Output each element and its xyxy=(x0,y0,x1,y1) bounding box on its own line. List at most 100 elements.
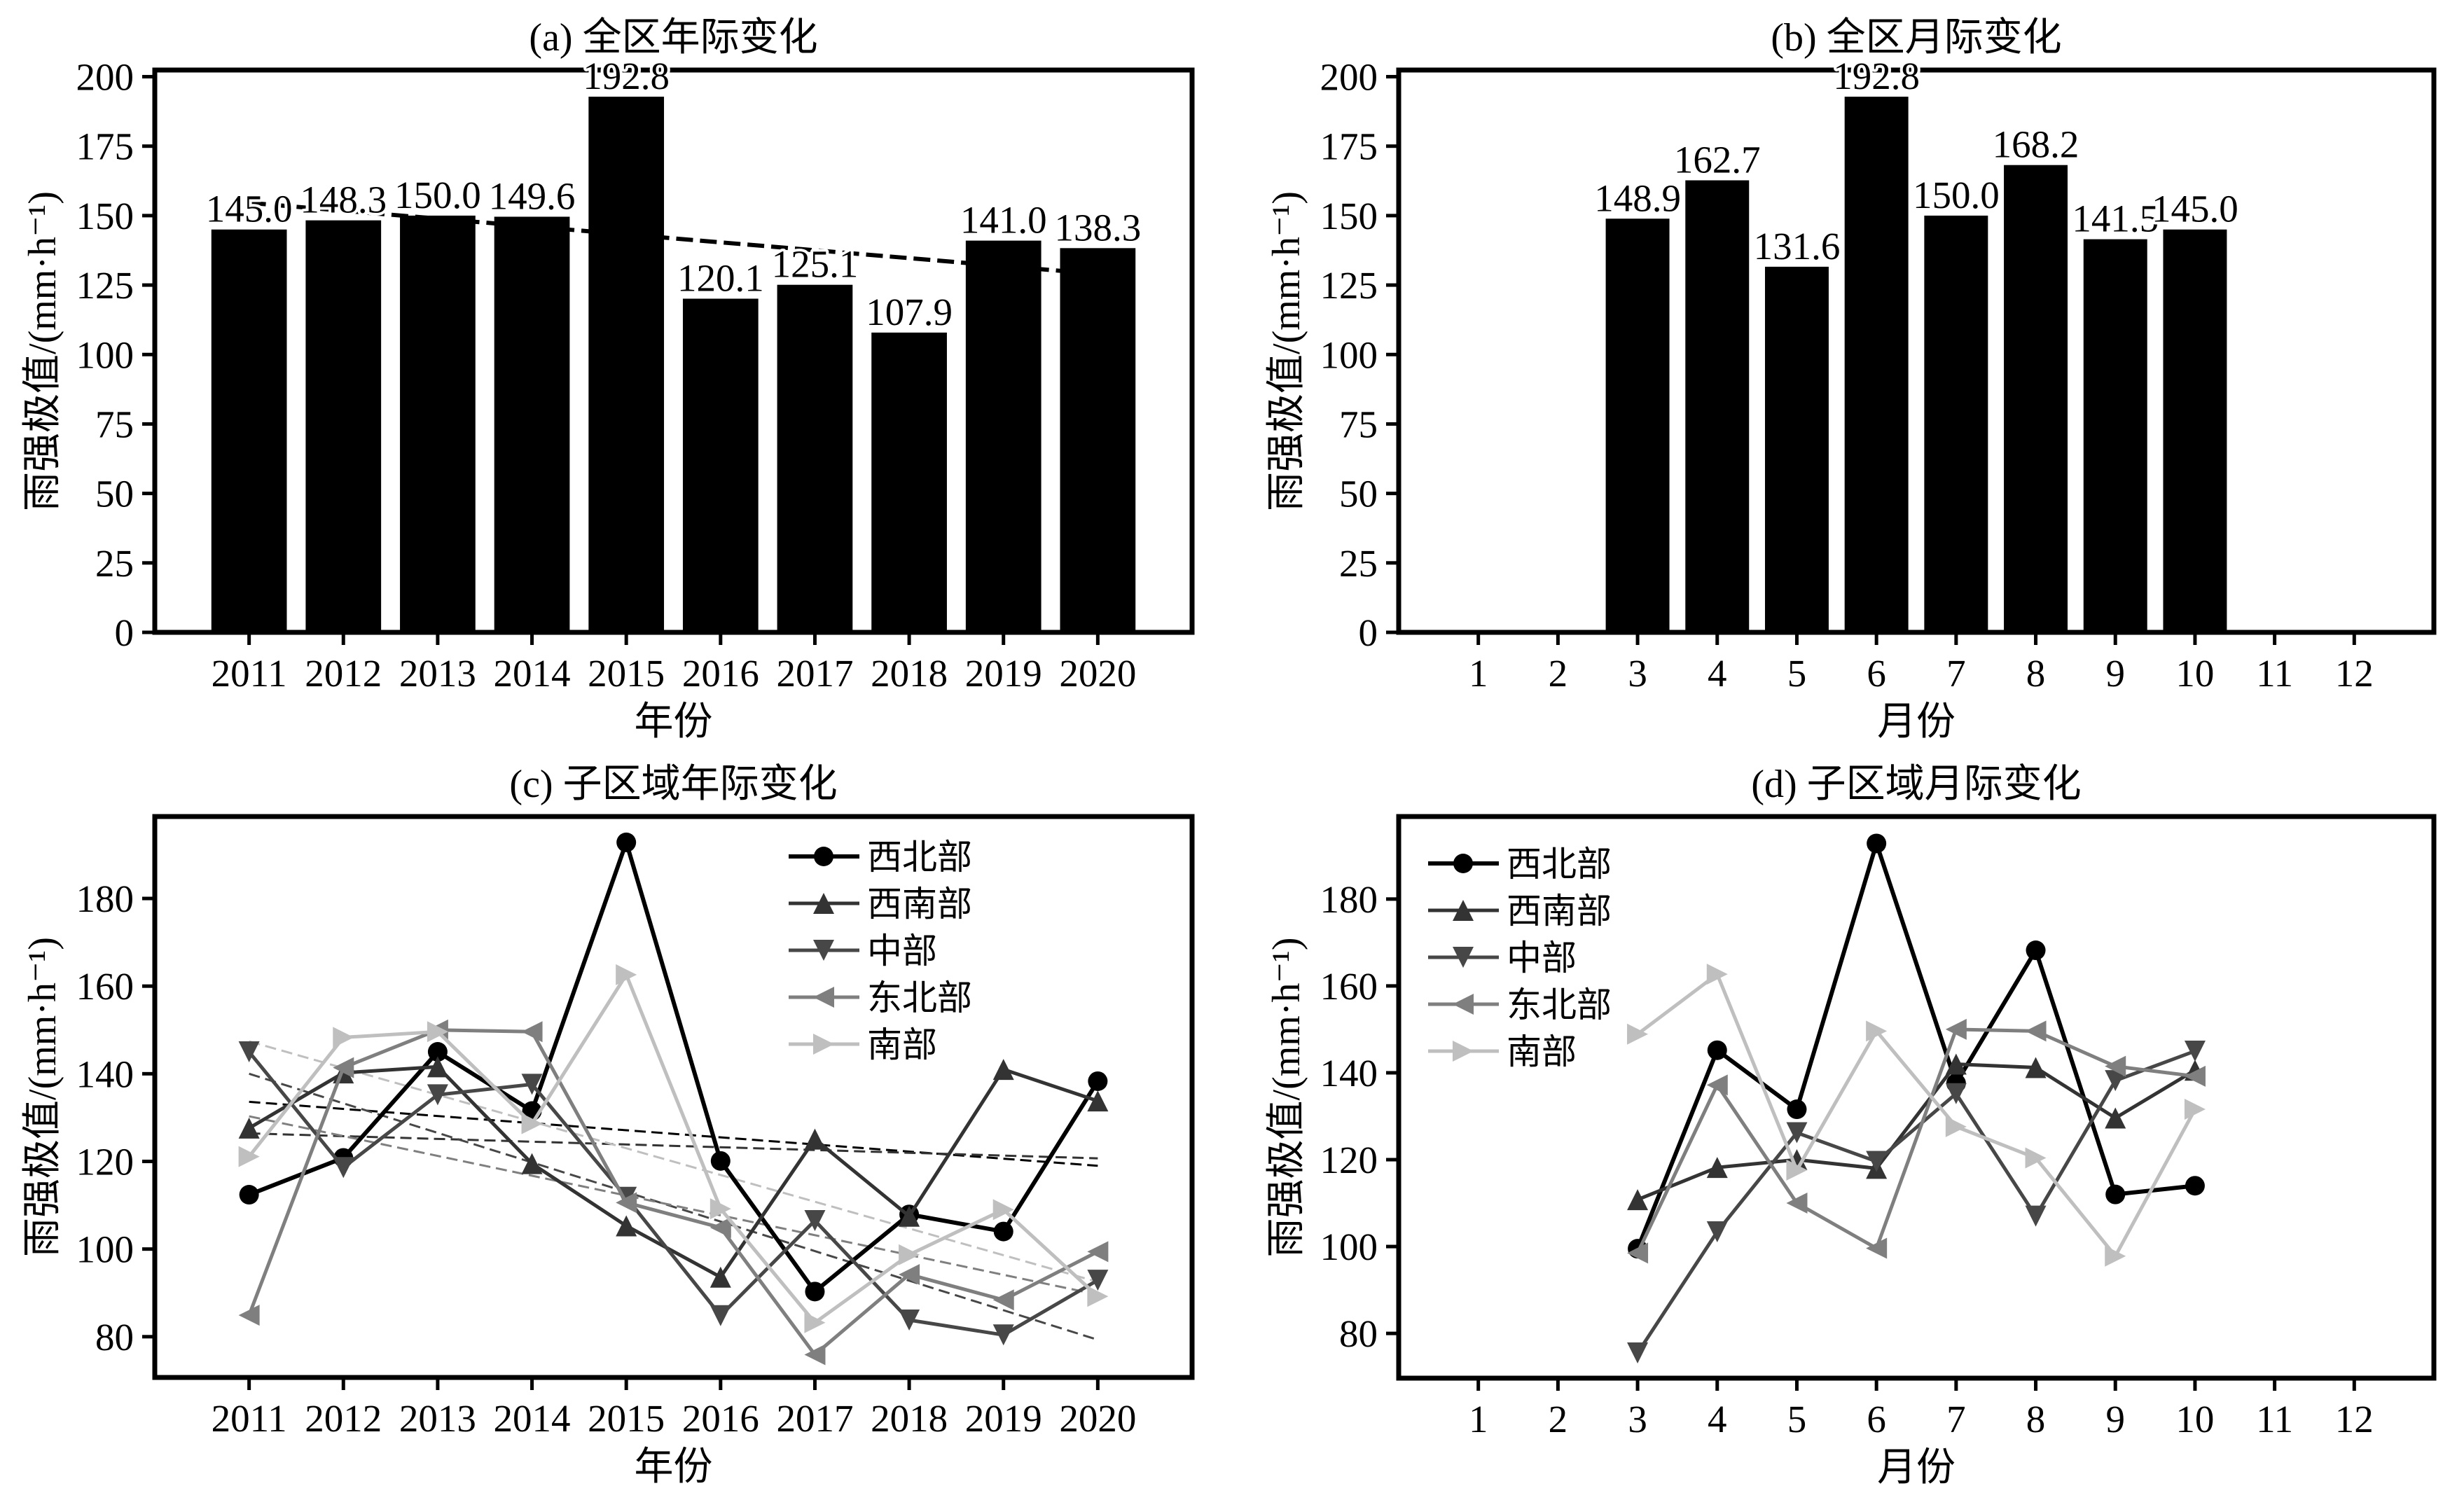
y-axis-label: 雨强极值/(mm·h⁻¹) xyxy=(1265,938,1308,1258)
y-tick-label: 175 xyxy=(1320,125,1378,168)
data-point-northeast xyxy=(521,1021,543,1043)
data-point-southwest xyxy=(2025,1057,2047,1078)
x-tick-label: 1 xyxy=(1469,1398,1488,1440)
trend-line-northeast xyxy=(249,1115,1098,1296)
data-point-southwest xyxy=(992,1059,1014,1081)
legend-item-southwest: 西南部 xyxy=(789,884,972,924)
data-point-northwest xyxy=(710,1151,731,1171)
x-tick-label: 9 xyxy=(2105,1398,2125,1440)
trend-line-southwest xyxy=(249,1132,1098,1160)
data-point-northwest xyxy=(1867,833,1887,854)
x-tick-label: 12 xyxy=(2335,652,2374,695)
x-tick-label: 8 xyxy=(2026,652,2046,695)
legend-item-central: 中部 xyxy=(789,931,937,971)
data-point-northwest xyxy=(1088,1071,1108,1091)
plot-area xyxy=(211,97,1136,632)
data-point-central xyxy=(710,1305,731,1326)
bar xyxy=(1060,248,1136,632)
bar xyxy=(305,220,382,632)
panel-a: 2011 2012 2013 2014 2015 2016 2017 2018 2019 2020… xyxy=(21,16,1195,744)
y-tick-label: 200 xyxy=(1320,56,1378,99)
legend-marker-central xyxy=(1453,947,1474,968)
y-tick-label: 80 xyxy=(95,1316,134,1359)
x-tick-label: 2015 xyxy=(588,1397,665,1440)
y-tick-label: 100 xyxy=(76,333,134,376)
x-tick-label: 2019 xyxy=(965,652,1042,695)
x-tick-label: 2012 xyxy=(305,1397,382,1440)
data-point-southwest xyxy=(1627,1189,1649,1211)
x-axis-label: 月份 xyxy=(1877,1446,1956,1489)
data-label: 192.8 xyxy=(583,55,670,97)
data-point-northeast xyxy=(1786,1193,1808,1214)
data-label: 149.6 xyxy=(489,174,576,217)
data-point-south xyxy=(521,1113,543,1134)
x-tick-label: 3 xyxy=(1628,1398,1647,1440)
y-tick-label: 100 xyxy=(1320,333,1378,376)
series-line-northeast xyxy=(1635,1027,2196,1254)
data-point-south xyxy=(238,1146,260,1167)
x-tick-label: 11 xyxy=(2256,1398,2293,1440)
y-tick-label: 160 xyxy=(76,965,134,1008)
data-point-central xyxy=(238,1041,260,1063)
data-point-south xyxy=(2025,1147,2047,1169)
y-tick-label: 180 xyxy=(76,877,134,920)
y-tick-label: 80 xyxy=(1339,1312,1378,1355)
legend-item-northwest: 西北部 xyxy=(1428,845,1612,884)
data-label: 120.1 xyxy=(677,257,764,300)
x-axis-label: 年份 xyxy=(635,700,713,744)
chart-title: (a) 全区年际变化 xyxy=(529,16,817,60)
y-tick-label: 0 xyxy=(115,611,134,654)
legend-item-northwest: 西北部 xyxy=(789,838,972,877)
plot-area xyxy=(1627,833,2206,1364)
x-tick-label: 6 xyxy=(1867,1398,1886,1440)
data-point-northwest xyxy=(993,1221,1013,1242)
x-tick-label: 2017 xyxy=(776,1397,853,1440)
legend-item-northeast: 东北部 xyxy=(789,978,972,1018)
x-tick-label: 12 xyxy=(2335,1398,2374,1440)
legend-label: 西南部 xyxy=(867,884,972,924)
data-point-southwest xyxy=(1945,1053,1967,1075)
data-point-central xyxy=(1627,1342,1649,1364)
x-tick-label: 2020 xyxy=(1059,1397,1136,1440)
data-point-northwest xyxy=(2185,1176,2205,1196)
data-point-northeast xyxy=(2105,1055,2126,1077)
x-tick-label: 4 xyxy=(1708,1398,1727,1440)
data-point-central xyxy=(1087,1270,1109,1291)
data-point-northwest xyxy=(427,1042,448,1062)
data-label: 150.0 xyxy=(1913,174,2000,216)
legend-label: 西北部 xyxy=(1507,845,1612,884)
data-point-south xyxy=(992,1199,1014,1221)
bar xyxy=(871,332,947,632)
data-point-south xyxy=(1627,1023,1649,1045)
legend-marker-southwest xyxy=(813,893,834,914)
data-label: 148.3 xyxy=(300,179,387,221)
data-point-southwest xyxy=(2105,1107,2126,1129)
x-tick-label: 8 xyxy=(2026,1398,2046,1440)
x-tick-label: 1 xyxy=(1469,652,1488,695)
data-point-south xyxy=(804,1312,826,1333)
x-tick-label: 2 xyxy=(1549,1398,1568,1440)
chart-title: (c) 子区域年际变化 xyxy=(509,763,837,806)
bar xyxy=(2004,165,2068,632)
data-point-central xyxy=(427,1084,448,1106)
data-point-northeast xyxy=(1945,1018,1967,1040)
data-point-northwest xyxy=(2105,1184,2126,1204)
x-tick-label: 2013 xyxy=(399,652,476,695)
y-tick-label: 75 xyxy=(1339,403,1378,445)
data-point-northeast xyxy=(992,1289,1014,1311)
legend-label: 东北部 xyxy=(1507,985,1612,1025)
y-tick-label: 175 xyxy=(76,125,134,168)
data-label: 141.0 xyxy=(960,199,1047,242)
data-point-northwest xyxy=(1787,1099,1807,1120)
data-label: 145.0 xyxy=(2152,188,2238,230)
y-tick-label: 25 xyxy=(95,542,134,585)
legend-marker-northwest xyxy=(1453,854,1473,873)
legend-marker-northwest xyxy=(814,847,833,866)
y-tick-label: 150 xyxy=(1320,195,1378,237)
data-label: 125.1 xyxy=(772,243,859,286)
data-point-central xyxy=(1786,1122,1808,1144)
series-line-northeast xyxy=(247,1028,1099,1358)
data-point-southwest xyxy=(238,1117,260,1139)
bar xyxy=(1605,218,1670,632)
data-point-northwest xyxy=(2026,940,2046,961)
